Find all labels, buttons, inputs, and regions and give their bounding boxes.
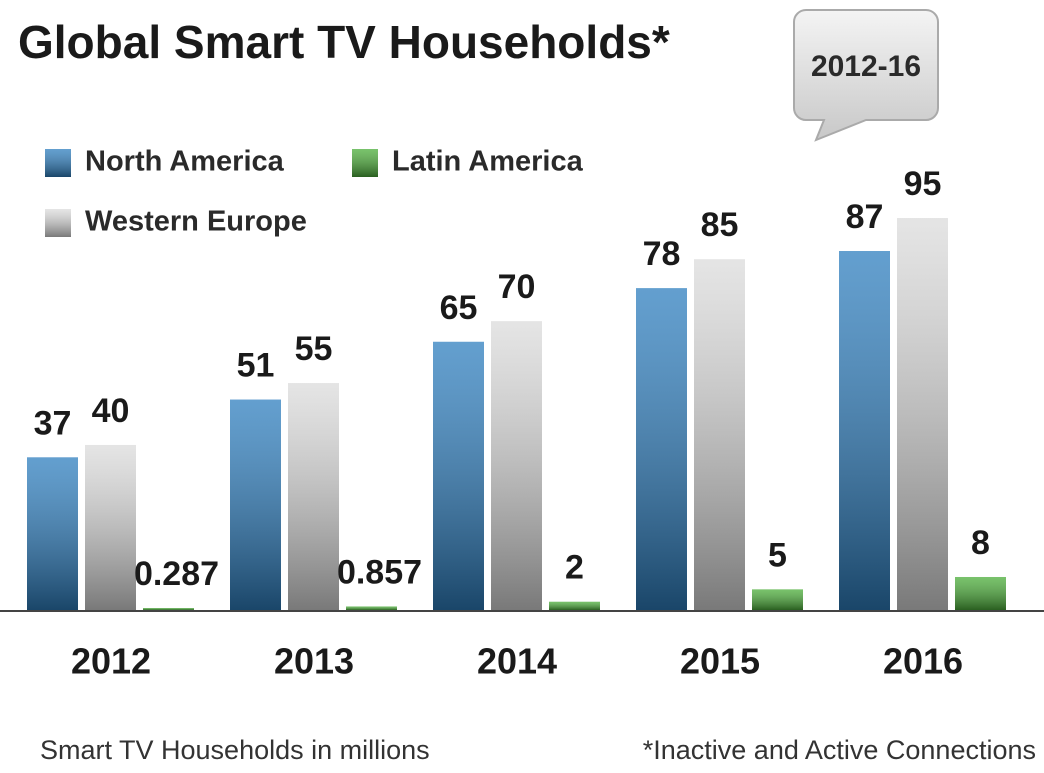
value-label: 70	[498, 268, 536, 306]
badge-bubble	[793, 9, 939, 142]
x-tick-label: 2016	[883, 641, 963, 682]
bar-shade	[839, 251, 890, 610]
legend-label: Western Europe	[85, 206, 307, 238]
chart-title: Global Smart TV Households*	[18, 16, 670, 68]
bar-shade	[346, 606, 397, 610]
value-label: 87	[846, 198, 884, 236]
value-label: 0.287	[134, 555, 219, 593]
legend-swatch-shade	[45, 149, 71, 177]
bar-shade	[288, 383, 339, 610]
legend-label: Latin America	[392, 146, 584, 178]
value-label: 85	[701, 206, 739, 244]
bar-shade	[433, 341, 484, 610]
value-label: 95	[904, 165, 942, 203]
x-tick-label: 2012	[71, 641, 151, 682]
value-label: 0.857	[337, 553, 422, 591]
bar-shade	[694, 259, 745, 610]
bar-shade	[955, 576, 1006, 610]
value-label: 8	[971, 524, 990, 562]
value-label: 2	[565, 549, 584, 587]
bar-shade	[85, 444, 136, 610]
subtitle: Smart TV Households in millions	[40, 735, 430, 765]
bar-shade	[491, 321, 542, 610]
footnote: *Inactive and Active Connections	[643, 735, 1036, 765]
x-tick-label: 2015	[680, 641, 760, 682]
bar-shade	[636, 288, 687, 610]
value-label: 37	[34, 404, 72, 442]
value-label: 51	[237, 347, 275, 385]
bar-shade	[230, 399, 281, 610]
bar-shade	[549, 601, 600, 610]
legend-swatch-shade	[45, 209, 71, 237]
legend-label: North America	[85, 146, 285, 178]
value-label: 65	[440, 289, 478, 327]
bar-shade	[27, 457, 78, 610]
value-label: 5	[768, 536, 787, 574]
bar-shade	[897, 218, 948, 610]
x-tick-label: 2013	[274, 641, 354, 682]
value-label: 78	[643, 235, 681, 273]
value-label: 55	[295, 330, 333, 368]
bar-shade	[752, 589, 803, 610]
legend-swatch-shade	[352, 149, 378, 177]
value-label: 40	[92, 392, 130, 430]
x-tick-label: 2014	[477, 641, 557, 682]
bar-shade	[143, 608, 194, 610]
badge-text: 2012-16	[811, 50, 921, 83]
